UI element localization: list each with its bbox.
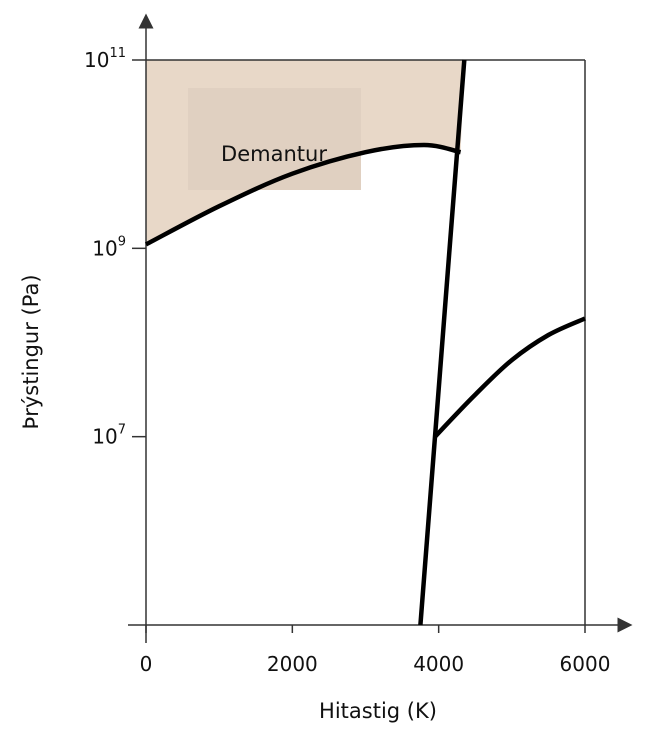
vapor-boundary-line: [433, 316, 586, 439]
y-axis-title: Þrýstingur (Pa): [19, 274, 43, 429]
y-tick-label: 107: [92, 423, 126, 449]
x-tick-label: 2000: [267, 652, 318, 676]
y-ticks: 1011 109 107: [84, 46, 146, 449]
x-tick-label: 0: [140, 652, 153, 676]
x-tick-label: 6000: [560, 652, 611, 676]
x-tick-label: 4000: [413, 652, 464, 676]
melting-line: [418, 59, 467, 626]
diamond-region-label: Demantur: [221, 142, 327, 166]
x-ticks: 0 2000 4000 6000: [140, 625, 611, 676]
x-axis-title: Hitastig (K): [319, 699, 437, 723]
diamond-graphite-boundary-line: [144, 142, 462, 247]
diamond-label-box: [188, 88, 361, 190]
y-tick-label: 109: [92, 234, 126, 260]
y-tick-label: 1011: [84, 46, 126, 72]
